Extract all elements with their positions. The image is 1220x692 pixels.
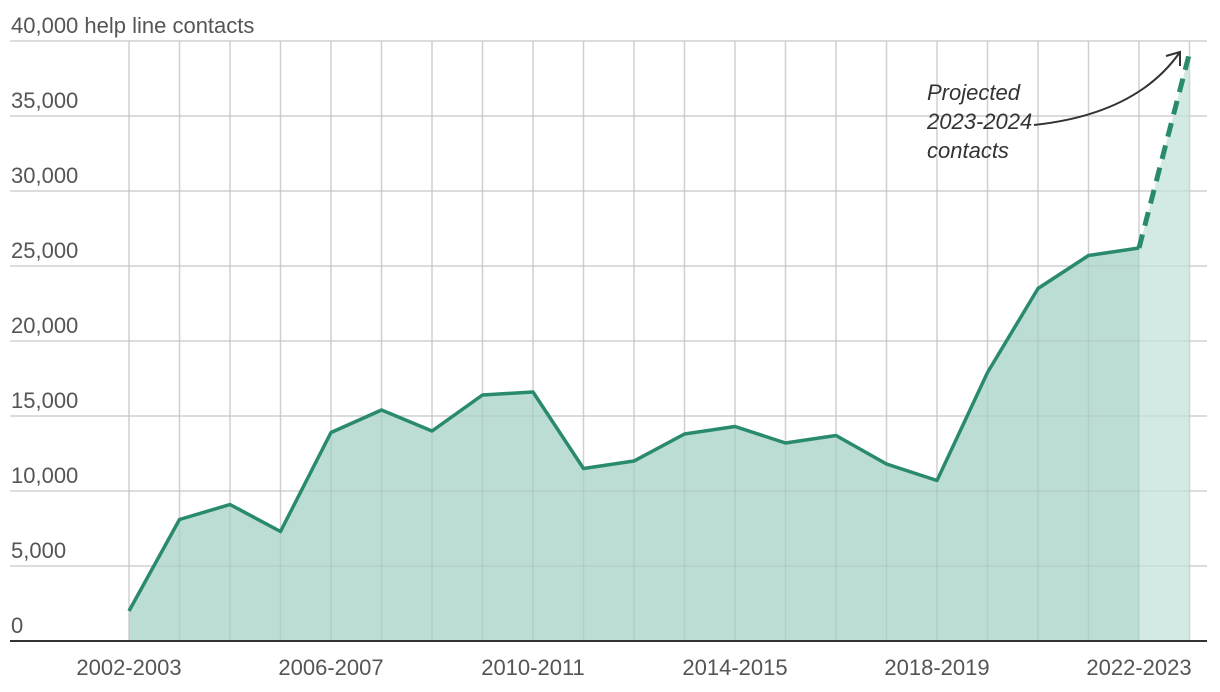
projected-line <box>1136 52 1192 249</box>
y-axis-tick-labels: 0 5,000 10,000 15,000 20,000 25,000 30,000 35,0… <box>11 13 254 638</box>
series-lines <box>127 52 1192 612</box>
x-tick-label: 2006-2007 <box>278 655 383 680</box>
y-tick-label: 5,000 <box>11 538 66 563</box>
y-tick-label: 0 <box>11 613 23 638</box>
y-tick-label: 15,000 <box>11 388 78 413</box>
y-tick-label: 35,000 <box>11 88 78 113</box>
annotation-line-2: 2023-2024 <box>926 109 1032 134</box>
annotation-arrow <box>1033 51 1181 126</box>
x-tick-label: 2018-2019 <box>884 655 989 680</box>
annotation-line-3: contacts <box>927 138 1009 163</box>
projection-annotation: Projected 2023-2024 contacts <box>926 50 1181 163</box>
x-tick-label: 2002-2003 <box>76 655 181 680</box>
series-line <box>127 246 1140 612</box>
y-tick-label: 40,000 help line contacts <box>11 13 254 38</box>
y-tick-label: 10,000 <box>11 463 78 488</box>
y-tick-label: 25,000 <box>11 238 78 263</box>
annotation-arrowhead <box>1165 50 1181 66</box>
area-fills <box>10 40 1207 641</box>
y-tick-label: 30,000 <box>11 163 78 188</box>
x-axis-tick-labels: 2002-2003 2006-2007 2010-2011 2014-2015 2018… <box>76 655 1191 680</box>
projected-area <box>1139 53 1190 641</box>
annotation-line-1: Projected <box>927 80 1021 105</box>
y-tick-label: 20,000 <box>11 313 78 338</box>
series-area <box>129 248 1139 641</box>
x-tick-label: 2010-2011 <box>481 655 585 680</box>
x-tick-label: 2014-2015 <box>682 655 787 680</box>
x-tick-label: 2022-2023 <box>1086 655 1191 680</box>
